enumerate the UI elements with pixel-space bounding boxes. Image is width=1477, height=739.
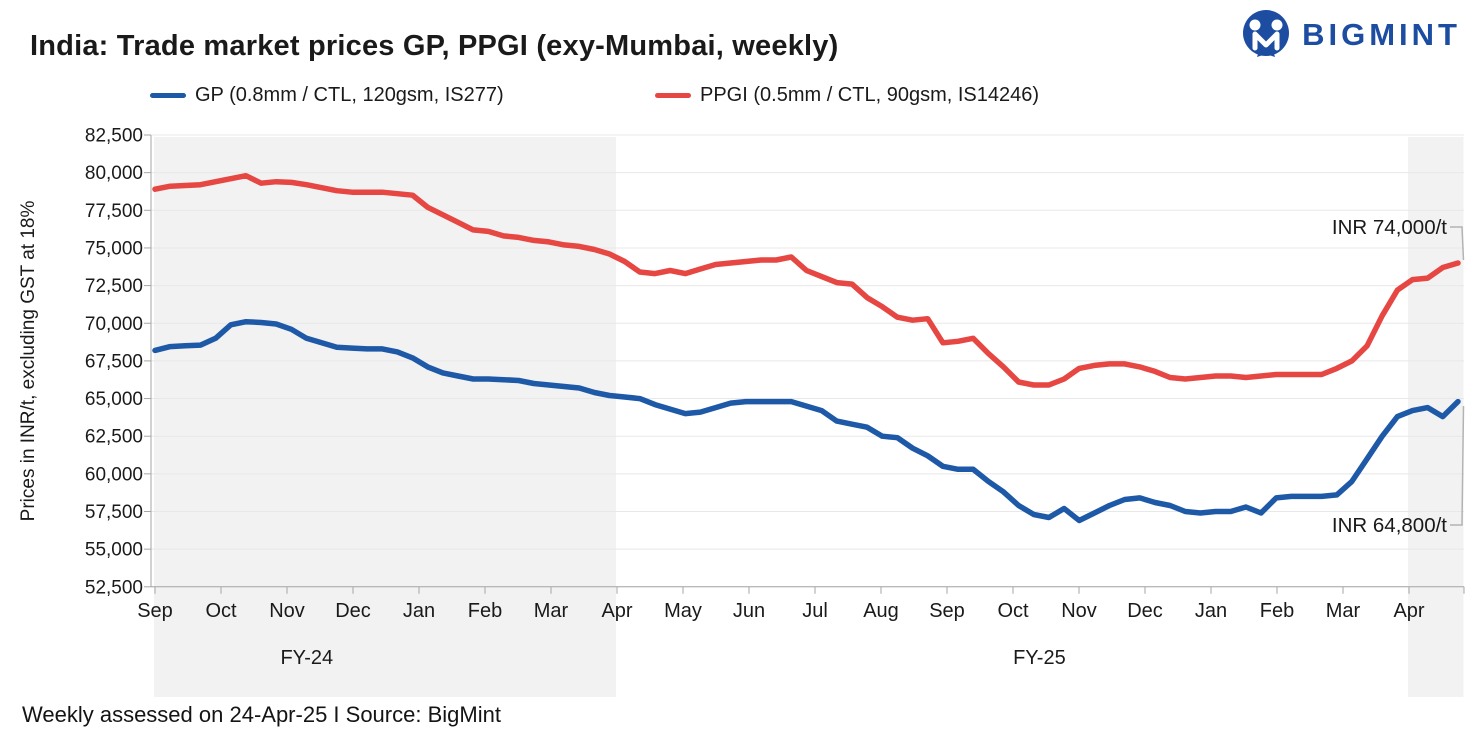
x-tick-label: Jan [1195, 600, 1227, 622]
x-tick-label: Feb [468, 600, 502, 622]
y-tick-label: 57,500 [85, 502, 143, 523]
x-tick-label: Feb [1260, 600, 1294, 622]
y-tick-label: 52,500 [85, 577, 143, 598]
legend-label-ppgi: PPGI (0.5mm / CTL, 90gsm, IS14246) [700, 84, 1040, 106]
x-tick-label: Mar [1326, 600, 1361, 622]
price-annotation: INR 64,800/t [1332, 514, 1447, 537]
x-tick-label: Dec [1127, 600, 1163, 622]
y-tick-label: 65,000 [85, 389, 143, 410]
gp-line-swatch [150, 93, 186, 98]
fiscal-year-band-1 [1408, 137, 1464, 697]
x-tick-label: Nov [1061, 600, 1097, 622]
y-tick-label: 55,000 [85, 540, 143, 561]
ppgi-price-line [152, 172, 1461, 388]
y-tick-label: 60,000 [85, 464, 143, 485]
gp-price-line [152, 318, 1461, 524]
x-tick-label: Dec [335, 600, 371, 622]
fiscal-year-label: FY-24 [280, 647, 333, 669]
y-tick-label: 77,500 [85, 201, 143, 222]
x-tick-label: May [664, 600, 702, 622]
x-tick-label: Jan [403, 600, 435, 622]
y-tick-label: 62,500 [85, 427, 143, 448]
legend-item-ppgi: PPGI (0.5mm / CTL, 90gsm, IS14246) [655, 84, 1039, 107]
x-tick-label: Mar [534, 600, 569, 622]
price-annotation: INR 74,000/t [1332, 216, 1447, 239]
y-tick-label: 70,000 [85, 314, 143, 335]
y-tick-label: 75,000 [85, 238, 143, 259]
bigmint-logo-text: BIGMINT [1302, 17, 1461, 52]
x-tick-label: Aug [863, 600, 899, 622]
y-tick-label: 82,500 [85, 126, 143, 147]
x-tick-label: Nov [269, 600, 305, 622]
annotation-leader-line [1450, 226, 1465, 261]
x-tick-label: Jul [802, 600, 828, 622]
x-tick-label: Sep [929, 600, 965, 622]
fiscal-year-label: FY-25 [1013, 647, 1066, 669]
bigmint-logo-icon [1243, 10, 1290, 57]
ppgi-line-swatch [655, 93, 691, 98]
x-tick-label: Apr [1393, 600, 1424, 622]
legend-label-gp: GP (0.8mm / CTL, 120gsm, IS277) [195, 84, 504, 106]
footer-note: Weekly assessed on 24-Apr-25 I Source: B… [22, 702, 501, 727]
x-tick-label: Apr [601, 600, 632, 622]
page-title: India: Trade market prices GP, PPGI (exy… [30, 30, 839, 62]
y-axis-title: Prices in INR/t, excluding GST at 18% [18, 201, 39, 522]
y-tick-label: 72,500 [85, 276, 143, 297]
x-tick-label: Oct [205, 600, 237, 622]
y-tick-label: 80,000 [85, 163, 143, 184]
bigmint-logo: BIGMINT [1240, 8, 1461, 62]
y-tick-label: 67,500 [85, 351, 143, 372]
x-tick-label: Sep [137, 600, 173, 622]
fiscal-year-band-0 [154, 137, 616, 697]
annotation-leader-line [1450, 405, 1465, 526]
legend-item-gp: GP (0.8mm / CTL, 120gsm, IS277) [150, 84, 504, 107]
x-tick-label: Jun [733, 600, 765, 622]
x-tick-label: Oct [997, 600, 1029, 622]
